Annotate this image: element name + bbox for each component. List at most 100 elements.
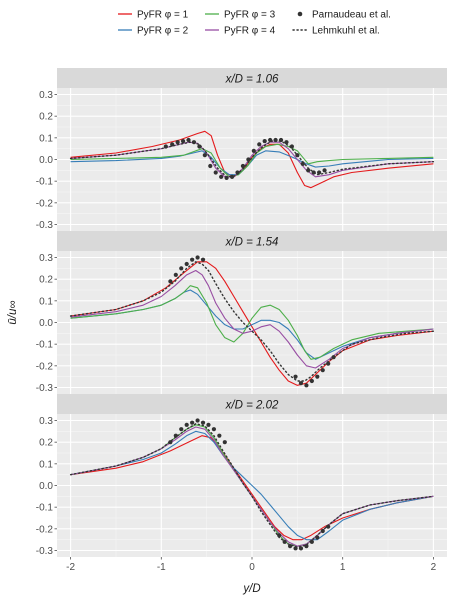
legend-entry: PyFR φ = 1 (118, 10, 189, 21)
y-tick-label: 0.3 (39, 416, 53, 427)
data-point-parnaudeau-et-al (298, 546, 304, 551)
y-tick-label: 0.2 (39, 275, 53, 286)
data-point-parnaudeau-et-al (195, 418, 200, 423)
legend: PyFR φ = 1 PyFR φ = 2 PyFR φ = 3 PyFR φ = 4… (118, 10, 391, 37)
data-point-parnaudeau-et-al (293, 374, 298, 379)
data-point-parnaudeau-et-al (197, 144, 202, 149)
series-line-pyfr-2 (70, 430, 434, 541)
y-tick-label: -0.1 (36, 340, 54, 351)
legend-entry: Lehmkuhl et al. (292, 26, 380, 37)
x-tick-label: 0 (249, 562, 255, 573)
x-axis-title: y/D (242, 583, 260, 595)
data-point-parnaudeau-et-al (208, 163, 213, 169)
facet-strip (57, 68, 447, 88)
data-point-parnaudeau-et-al (315, 535, 320, 540)
series-line-pyfr-3 (70, 285, 434, 360)
data-point-parnaudeau-et-al (268, 137, 273, 143)
data-point-parnaudeau-et-al (173, 272, 178, 277)
x-tick-label: 1 (340, 562, 346, 573)
data-point-parnaudeau-et-al (304, 544, 309, 549)
series-group (69, 130, 435, 189)
legend-label: PyFR φ = 4 (224, 26, 276, 37)
data-point-parnaudeau-et-al (217, 433, 222, 438)
data-point-parnaudeau-et-al (186, 137, 191, 143)
data-point-parnaudeau-et-al (206, 422, 211, 427)
data-point-parnaudeau-et-al (331, 355, 336, 360)
data-point-parnaudeau-et-al (173, 433, 178, 438)
x-tick-label: 2 (431, 562, 437, 573)
x-tick-label: -2 (66, 562, 75, 573)
data-point-parnaudeau-et-al (200, 257, 206, 262)
y-tick-label: 0.2 (39, 112, 53, 123)
y-tick-label: 0.1 (39, 133, 53, 144)
data-point-parnaudeau-et-al (235, 170, 240, 175)
data-point-parnaudeau-et-al (168, 440, 173, 445)
legend-label: PyFR φ = 3 (224, 10, 276, 21)
data-point-parnaudeau-et-al (326, 361, 331, 366)
data-point-parnaudeau-et-al (322, 168, 327, 173)
y-tick-label: 0.2 (39, 438, 53, 449)
data-point-parnaudeau-et-al (320, 368, 325, 373)
data-point-parnaudeau-et-al (277, 533, 282, 538)
data-point-parnaudeau-et-al (262, 138, 267, 144)
data-point-parnaudeau-et-al (326, 524, 331, 529)
data-point-parnaudeau-et-al (309, 378, 314, 384)
data-point-parnaudeau-et-al (293, 546, 298, 551)
data-point-parnaudeau-et-al (317, 170, 322, 175)
data-point-parnaudeau-et-al (190, 420, 195, 425)
data-point-parnaudeau-et-al (211, 427, 217, 432)
facet-panel-1: x/D = 1.06 -0.3 -0.2 -0.1 0.0 0.1 0.2 0.3 (36, 68, 447, 231)
data-point-parnaudeau-et-al (304, 383, 309, 388)
data-point-parnaudeau-et-al (289, 144, 295, 149)
y-tick-label: -0.1 (36, 503, 54, 514)
data-point-parnaudeau-et-al (195, 255, 200, 260)
data-point-parnaudeau-et-al (287, 544, 293, 549)
legend-key-point (297, 11, 303, 17)
y-tick-label: 0.3 (39, 90, 53, 101)
y-tick-label: -0.3 (36, 383, 54, 394)
data-point-parnaudeau-et-al (273, 137, 278, 143)
y-tick-label: 0.0 (39, 155, 53, 166)
facet-strip-label: x/D = 1.54 (225, 237, 279, 249)
legend-entry: Parnaudeau et al. (297, 10, 391, 21)
data-point-parnaudeau-et-al (175, 140, 180, 145)
y-tick-label: -0.2 (36, 361, 54, 372)
data-point-parnaudeau-et-al (202, 153, 207, 158)
data-point-parnaudeau-et-al (315, 374, 320, 379)
series-group (69, 255, 435, 388)
y-tick-label: -0.2 (36, 524, 54, 535)
data-point-parnaudeau-et-al (179, 266, 184, 271)
data-point-parnaudeau-et-al (298, 381, 304, 386)
data-point-parnaudeau-et-al (229, 174, 235, 179)
y-tick-label: 0.1 (39, 459, 53, 470)
legend-label: Parnaudeau et al. (312, 10, 391, 21)
facet-strip-label: x/D = 1.06 (225, 74, 279, 86)
data-point-parnaudeau-et-al (257, 142, 262, 147)
legend-entry: PyFR φ = 4 (205, 26, 276, 37)
facet-panel-2: x/D = 1.54 -0.3 -0.2 -0.1 0.0 0.1 0.2 0.3 (36, 231, 447, 394)
y-tick-label: 0.3 (39, 253, 53, 264)
data-point-parnaudeau-et-al (295, 153, 300, 158)
data-point-parnaudeau-et-al (179, 427, 184, 432)
y-tick-label: -0.3 (36, 546, 54, 557)
data-point-parnaudeau-et-al (219, 174, 224, 179)
facet-strip (57, 231, 447, 251)
y-tick-label: 0.1 (39, 296, 53, 307)
legend-entry: PyFR φ = 3 (205, 10, 276, 21)
series-line-lehmkuhl-et-al (69, 140, 435, 178)
x-tick-label: -1 (157, 562, 166, 573)
legend-entry: PyFR φ = 2 (118, 26, 189, 37)
data-point-parnaudeau-et-al (284, 140, 289, 145)
x-axis: -2 -1 0 1 2 (66, 557, 437, 573)
data-point-parnaudeau-et-al (184, 422, 189, 427)
series-line-lehmkuhl-et-al (69, 423, 435, 548)
series-line-lehmkuhl-et-al (69, 261, 435, 382)
legend-label: Lehmkuhl et al. (312, 26, 380, 37)
legend-label: PyFR φ = 2 (137, 26, 189, 37)
data-point-parnaudeau-et-al (163, 144, 168, 149)
series-group (69, 418, 435, 551)
data-point-parnaudeau-et-al (213, 170, 218, 175)
data-point-parnaudeau-et-al (320, 528, 325, 534)
